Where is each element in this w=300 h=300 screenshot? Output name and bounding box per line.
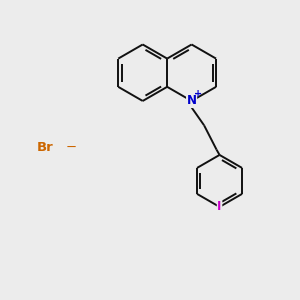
Text: N: N xyxy=(187,94,196,107)
Text: +: + xyxy=(194,89,202,99)
Text: Br: Br xyxy=(37,140,54,154)
Text: I: I xyxy=(218,200,222,213)
Text: −: − xyxy=(65,140,76,154)
